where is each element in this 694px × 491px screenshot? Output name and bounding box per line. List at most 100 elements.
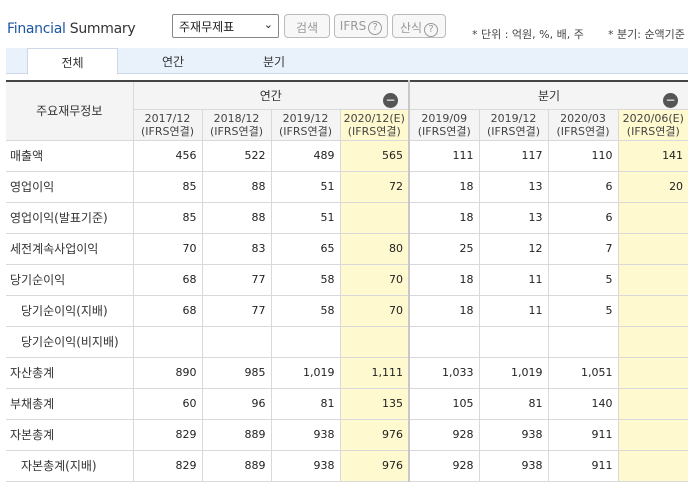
value-cell: 70: [132, 232, 203, 265]
value-cell: 1,051: [547, 356, 619, 389]
value-cell: 18: [408, 294, 480, 327]
value-cell: [408, 325, 480, 358]
page-title: Financial Summary: [7, 21, 136, 37]
financial-summary-table: 주요재무정보 연간 − 분기 − 2017/12 (IFRS연결) 2018/12 (IF…: [6, 80, 689, 482]
period-basis: (IFRS연결): [140, 124, 195, 138]
table-row: 당기순이익(비지배): [6, 325, 689, 358]
period-header: 2019/12 (IFRS연결): [270, 108, 341, 141]
value-cell: 77: [201, 263, 272, 296]
period-header: 2020/06(E) (IFRS연결): [617, 108, 689, 141]
table-row: 매출액 456 522 489 565 111 117 110 141: [6, 139, 689, 172]
period-label: 2019/12: [282, 111, 329, 125]
value-cell: 1,019: [270, 356, 341, 389]
tab-quarterly[interactable]: 분기: [262, 55, 286, 69]
value-cell: 456: [132, 139, 203, 172]
period-header: 2019/09 (IFRS연결): [408, 108, 480, 141]
value-cell: 1,019: [478, 356, 549, 389]
row-label[interactable]: 세전계속사업이익: [6, 232, 134, 265]
ifrs-label: IFRS: [339, 19, 367, 33]
period-header: 2018/12 (IFRS연결): [201, 108, 272, 141]
period-label: 2017/12: [144, 111, 191, 125]
ifrs-help-button[interactable]: IFRS?: [334, 14, 388, 38]
value-cell: 6: [547, 170, 619, 203]
row-label: 자본총계(지배): [6, 449, 134, 482]
value-cell: 51: [270, 170, 341, 203]
value-cell: 111: [408, 139, 480, 172]
value-cell: [339, 201, 410, 234]
value-cell: 5: [547, 263, 619, 296]
value-cell: [617, 356, 689, 389]
value-cell: 565: [339, 139, 410, 172]
value-cell: 889: [201, 449, 272, 482]
row-label[interactable]: 영업이익: [6, 170, 134, 203]
row-label[interactable]: 부채총계: [6, 387, 134, 420]
table-row: 영업이익 85 88 51 72 18 13 6 20: [6, 170, 689, 203]
row-label[interactable]: 자산총계: [6, 356, 134, 389]
value-cell: [617, 201, 689, 234]
value-cell: 890: [132, 356, 203, 389]
period-header: 2020/03 (IFRS연결): [547, 108, 619, 141]
row-label[interactable]: 자본총계: [6, 418, 134, 451]
statement-type-value: 주재무제표: [179, 20, 235, 34]
value-cell: 68: [132, 294, 203, 327]
value-cell: 938: [478, 418, 549, 451]
row-label[interactable]: 매출액: [6, 139, 134, 172]
search-button[interactable]: 검색: [284, 14, 330, 38]
value-cell: 889: [201, 418, 272, 451]
value-cell: 11: [478, 294, 549, 327]
value-cell: 88: [201, 170, 272, 203]
period-basis: (IFRS연결): [487, 124, 541, 138]
annual-group-header: 연간 −: [132, 80, 410, 110]
value-cell: 938: [478, 449, 549, 482]
value-cell: 85: [132, 170, 203, 203]
row-label: 당기순이익(지배): [6, 294, 134, 327]
value-cell: 65: [270, 232, 341, 265]
quarter-basis-note: * 분기: 순액기준: [608, 28, 685, 41]
formula-help-button[interactable]: 산식?: [392, 14, 446, 38]
collapse-quarter-icon[interactable]: −: [663, 93, 679, 108]
collapse-annual-icon[interactable]: −: [383, 93, 399, 108]
value-cell: 88: [201, 201, 272, 234]
value-cell: [617, 418, 689, 451]
value-cell: 72: [339, 170, 410, 203]
value-cell: 70: [339, 294, 410, 327]
value-cell: 25: [408, 232, 480, 265]
value-cell: 140: [547, 387, 619, 420]
row-label[interactable]: 당기순이익: [6, 263, 134, 296]
value-cell: [617, 325, 689, 358]
value-cell: 7: [547, 232, 619, 265]
value-cell: 13: [478, 170, 549, 203]
period-label: 2020/03: [560, 111, 606, 125]
tab-annual[interactable]: 연간: [161, 55, 185, 69]
statement-type-select[interactable]: 주재무제표 ⌄: [172, 14, 279, 38]
table-row: 자본총계 829 889 938 976 928 938 911: [6, 418, 689, 451]
value-cell: 489: [270, 139, 341, 172]
value-cell: 1,111: [339, 356, 410, 389]
unit-note: * 단위 : 억원, %, 배, 주: [472, 28, 584, 41]
value-cell: 976: [339, 418, 410, 451]
table-row: 영업이익(발표기준) 85 88 51 18 13 6: [6, 201, 689, 234]
value-cell: 928: [408, 449, 480, 482]
table-row: 자산총계 890 985 1,019 1,111 1,033 1,019 1,051: [6, 356, 689, 389]
table-row: 자본총계(지배) 829 889 938 976 928 938 911: [6, 449, 689, 482]
value-cell: [132, 325, 203, 358]
value-cell: 985: [201, 356, 272, 389]
value-cell: 110: [547, 139, 619, 172]
chevron-down-icon: ⌄: [263, 18, 273, 31]
value-cell: [617, 387, 689, 420]
value-cell: 938: [270, 418, 341, 451]
period-label: 2020/06(E): [622, 111, 684, 125]
help-icon: ?: [424, 23, 439, 37]
tab-all[interactable]: 전체: [27, 48, 118, 75]
period-header: 2017/12 (IFRS연결): [133, 108, 203, 141]
row-label[interactable]: 영업이익(발표기준): [6, 201, 134, 234]
value-cell: 13: [478, 201, 549, 234]
value-cell: [478, 325, 549, 358]
value-cell: 77: [201, 294, 272, 327]
table-row: 부채총계 60 96 81 135 105 81 140: [6, 387, 689, 420]
value-cell: [617, 263, 689, 296]
help-icon: ?: [368, 21, 383, 35]
period-basis: (IFRS연결): [556, 124, 610, 138]
value-cell: 141: [617, 139, 689, 172]
value-cell: 18: [408, 201, 480, 234]
